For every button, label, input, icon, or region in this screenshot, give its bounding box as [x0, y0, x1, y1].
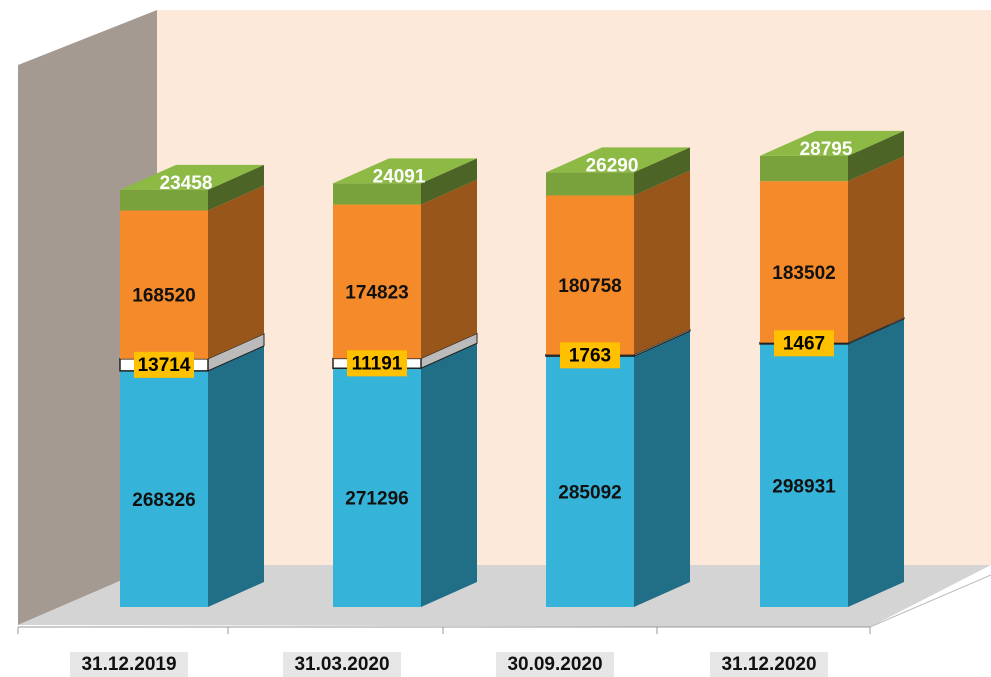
bar-side	[421, 343, 477, 607]
label-box	[347, 350, 407, 377]
value-label: 285092	[558, 483, 621, 504]
bar-segment	[120, 210, 208, 359]
bar-segment	[760, 155, 848, 182]
bar-side	[848, 318, 904, 607]
value-label: 11191	[352, 353, 403, 374]
value-label: 23458	[160, 173, 213, 194]
bar-top	[333, 158, 477, 184]
bar-side	[634, 147, 690, 196]
value-label: 183502	[772, 263, 835, 284]
bar-segment	[760, 343, 848, 607]
bar-side	[208, 164, 264, 211]
bar-segment	[760, 181, 848, 343]
value-label: 13714	[138, 355, 191, 376]
x-tick-label: 31.12.2019	[81, 654, 176, 675]
bar-segment	[546, 356, 634, 607]
value-label: 1467	[783, 333, 825, 354]
value-label: 24091	[373, 166, 426, 187]
label-box	[774, 330, 834, 357]
value-label: 1763	[569, 345, 611, 366]
x-label-bg	[283, 652, 401, 677]
bar-segment	[120, 370, 208, 607]
x-tick-label: 31.12.2020	[721, 654, 816, 675]
value-label: 28795	[800, 139, 853, 160]
bar-side	[634, 170, 690, 355]
x-tick-label: 30.09.2020	[507, 654, 602, 675]
bar-segment	[333, 368, 421, 607]
bar-top	[120, 164, 264, 190]
x-label-bg	[70, 652, 188, 677]
bar-side	[208, 345, 264, 607]
bar-side	[848, 130, 904, 182]
value-label: 271296	[345, 489, 408, 510]
bar-side	[634, 331, 690, 607]
axis-line	[869, 574, 991, 628]
bar-side	[848, 156, 904, 343]
x-tick-label: 31.03.2020	[294, 654, 389, 675]
value-label: 298931	[772, 476, 836, 497]
bar-side	[208, 185, 264, 359]
bar-side	[421, 179, 477, 359]
bar-side	[421, 158, 477, 205]
label-box	[134, 351, 194, 378]
x-label-bg	[496, 652, 614, 677]
x-label-bg	[710, 652, 828, 677]
label-box	[560, 342, 620, 369]
bar-segment	[333, 204, 421, 359]
value-label: 26290	[586, 155, 639, 176]
bar-segment	[333, 183, 421, 205]
value-label: 180758	[558, 276, 621, 297]
value-label: 168520	[132, 286, 195, 307]
value-label: 174823	[345, 283, 408, 304]
bar-segment	[120, 189, 208, 211]
bar-segment	[546, 195, 634, 355]
bar-top	[546, 147, 690, 173]
bar-segment	[546, 172, 634, 196]
bar-top	[760, 130, 904, 156]
value-label: 268326	[132, 490, 195, 511]
